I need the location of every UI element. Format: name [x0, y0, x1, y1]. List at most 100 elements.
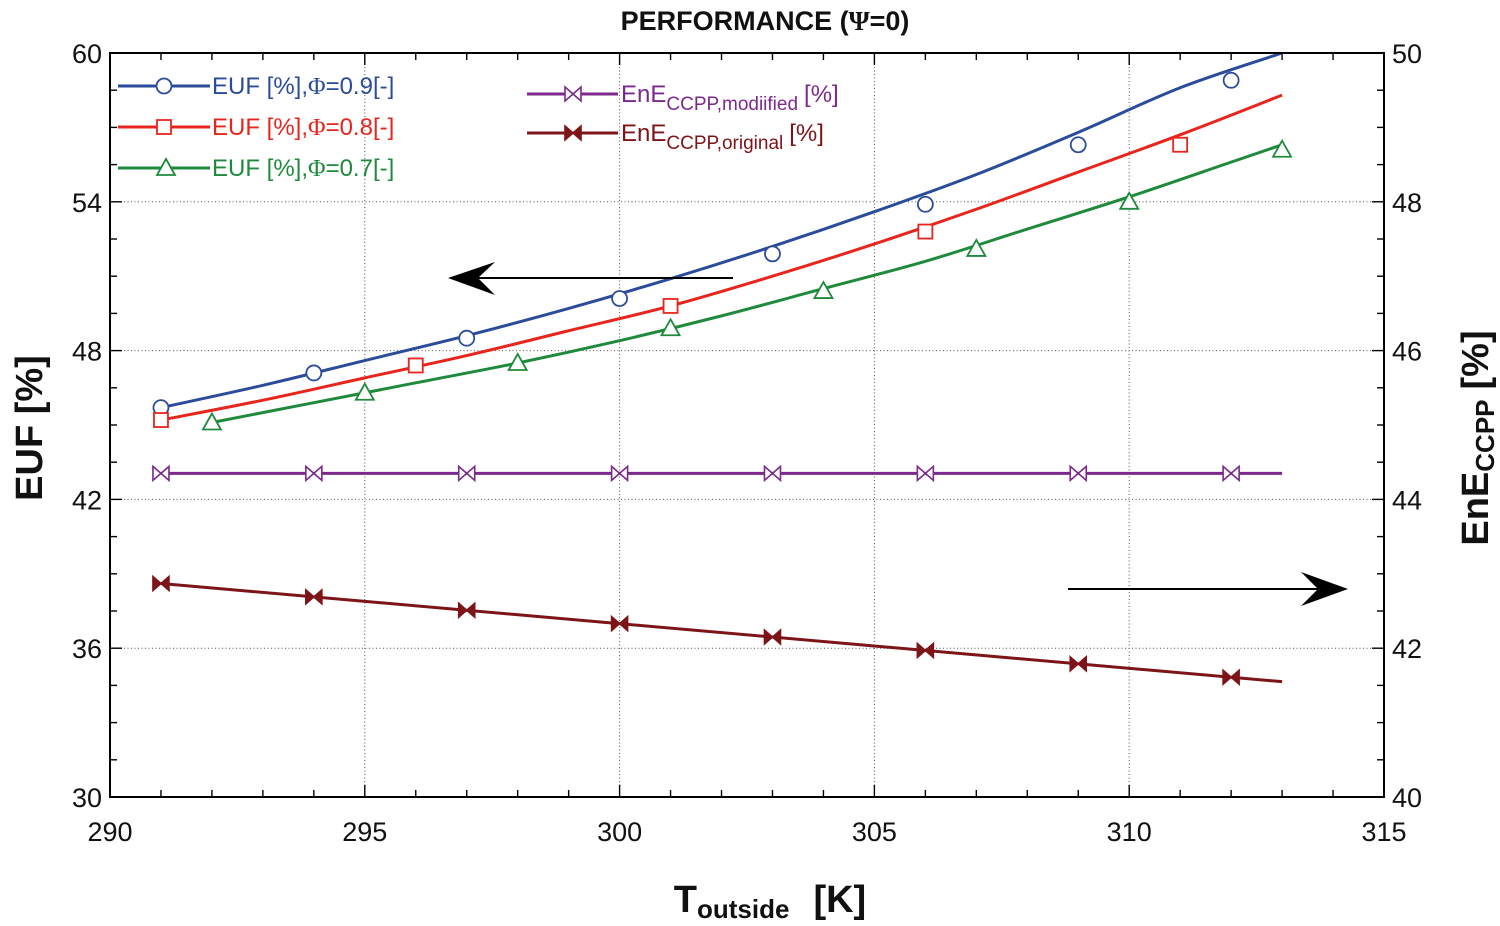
y-right-tick-label: 40: [1392, 783, 1422, 813]
data-point-circle: [1069, 136, 1087, 154]
legend-label-euf-07-prefix: EUF [%],: [212, 155, 308, 182]
svg-text:EUF [%],Φ=0.8[-]: EUF [%],Φ=0.8[-]: [212, 114, 394, 141]
series-line: [160, 581, 1283, 684]
series-ene-ccpp-original: [152, 574, 1283, 686]
data-point-bowtie-filled: [1222, 668, 1240, 686]
data-point-square: [407, 357, 424, 374]
data-point-circle: [764, 245, 781, 263]
y-right-tick-label: 44: [1392, 485, 1422, 515]
data-point-circle: [611, 290, 628, 307]
data-point-triangle: [507, 352, 529, 371]
y-left-tick-label: 60: [72, 39, 102, 69]
legend-label-ene-orig-sub: CCPP,original: [666, 133, 783, 154]
legend-label-euf-09-prefix: EUF [%],: [212, 73, 308, 100]
data-point-circle: [1222, 71, 1240, 89]
legend-label-euf-08-prefix: EUF [%],: [212, 114, 308, 141]
x-tick-label: 310: [1107, 817, 1152, 847]
data-point-bowtie-open: [457, 464, 476, 483]
svg-text:EnECCPP,modiified[%]: EnECCPP,modiified [%]: [621, 81, 839, 115]
legend-label-ene-orig-main: EnE: [621, 120, 666, 147]
legend-label-euf-07-symbol: Φ: [308, 156, 326, 182]
x-tick-label: 315: [1361, 817, 1406, 847]
legend-marker-bowtie-filled: [564, 124, 582, 142]
legend-label-euf-07-suffix: =0.7[-]: [326, 155, 395, 182]
legend-entry-ene-modified: EnECCPP,modiified [%]: [527, 81, 839, 115]
legend-marker-square: [156, 119, 172, 135]
y-right-tick-label: 46: [1392, 337, 1422, 367]
plot-frame: [109, 52, 1385, 798]
x-tick-label: 305: [852, 817, 897, 847]
x-tick-label: 300: [597, 817, 642, 847]
chart-title: PERFORMANCE (Ψ=0): [621, 6, 910, 36]
y-right-tick-label: 42: [1392, 634, 1422, 664]
svg-text:EUF [%],Φ=0.9[-]: EUF [%],Φ=0.9[-]: [212, 73, 394, 100]
legend-entry-euf-09: EUF [%],Φ=0.9[-]: [118, 73, 394, 100]
tick-labels: 290 295 300 305 310 315 30 36 42 48 54 60 40 42 44 46 48…: [72, 39, 1422, 847]
chart-title-symbol: Ψ: [849, 6, 870, 36]
data-point-bowtie-open: [1222, 464, 1240, 483]
data-point-bowtie-open: [610, 464, 629, 483]
series-euf-phi-0-9: [152, 51, 1283, 417]
legend-label-ene-mod-main: EnE: [621, 81, 666, 108]
data-point-triangle: [812, 280, 834, 299]
legend-marker-bowtie-open: [564, 85, 582, 103]
data-point-triangle: [201, 411, 223, 431]
left-axis-arrow: [448, 262, 733, 295]
y-right-axis-title: EnECCPP [%]: [1455, 330, 1500, 545]
data-point-square: [917, 223, 934, 240]
data-point-triangle: [965, 238, 987, 257]
data-point-circle: [916, 195, 934, 213]
data-point-bowtie-filled: [305, 588, 323, 606]
data-point-bowtie-filled: [916, 641, 935, 660]
series-euf-phi-0-7: [201, 138, 1293, 431]
y-left-tick-label: 54: [72, 188, 102, 218]
data-point-bowtie-filled: [610, 614, 629, 633]
y-left-tick-label: 42: [72, 485, 102, 515]
x-tick-label: 295: [342, 817, 387, 847]
legend-label-euf-09-symbol: Φ: [308, 74, 326, 100]
data-point-triangle: [660, 317, 682, 337]
y-left-tick-label: 36: [72, 634, 102, 664]
y-left-tick-label: 30: [72, 783, 102, 813]
series-ene-ccpp-modified: [152, 464, 1283, 483]
right-axis-arrow: [1068, 572, 1348, 606]
x-tick-label: 290: [87, 817, 132, 847]
data-point-bowtie-filled: [1069, 655, 1088, 673]
y-left-axis-title: EUF [%]: [9, 355, 51, 501]
legend-entry-euf-08: EUF [%],Φ=0.8[-]: [118, 114, 394, 141]
legend-marker-circle: [155, 77, 173, 95]
legend-label-euf-09-suffix: =0.9[-]: [326, 73, 395, 100]
svg-text:EUF [%],Φ=0.7[-]: EUF [%],Φ=0.7[-]: [212, 155, 394, 182]
y-right-tick-label: 50: [1392, 39, 1422, 69]
data-point-square: [662, 298, 679, 314]
data-point-bowtie-open: [305, 464, 323, 483]
series-euf-phi-0-8: [153, 93, 1283, 428]
series-line: [160, 93, 1283, 422]
data-point-bowtie-open: [916, 464, 935, 483]
legend-entry-ene-original: EnECCPP,original [%]: [527, 120, 824, 154]
x-axis-title: Toutside [K]: [674, 879, 866, 924]
data-point-triangle: [1271, 138, 1293, 158]
legend-label-ene-mod-sub: CCPP,modiified: [666, 94, 798, 115]
grid-lines: [110, 53, 1384, 797]
data-point-square: [1172, 136, 1189, 153]
y-right-axis-title-main: EnE: [1455, 472, 1497, 546]
data-point-bowtie-filled: [457, 601, 476, 620]
chart-title-suffix: =0): [870, 6, 910, 36]
legend-entry-euf-07: EUF [%],Φ=0.7[-]: [118, 155, 394, 182]
data-point-bowtie-open: [763, 464, 782, 483]
legend-marker-triangle: [155, 157, 177, 176]
x-axis-title-sub: outside: [697, 894, 789, 924]
data-point-square: [153, 412, 169, 428]
data-point-triangle: [354, 381, 376, 401]
legend-label-euf-08-suffix: =0.8[-]: [326, 114, 395, 141]
data-point-bowtie-filled: [763, 628, 782, 646]
data-point-bowtie-filled: [152, 574, 170, 593]
legend: EUF [%],Φ=0.9[-] EUF [%],Φ=0.8[-] EUF [%…: [118, 73, 839, 182]
legend-label-ene-mod-unit: [%]: [804, 81, 839, 108]
y-right-tick-label: 48: [1392, 188, 1422, 218]
chart-title-prefix: PERFORMANCE (: [621, 6, 849, 36]
data-point-circle: [458, 329, 476, 347]
svg-text:EnECCPP,original[%]: EnECCPP,original [%]: [621, 120, 824, 154]
data-point-bowtie-open: [1069, 464, 1088, 483]
